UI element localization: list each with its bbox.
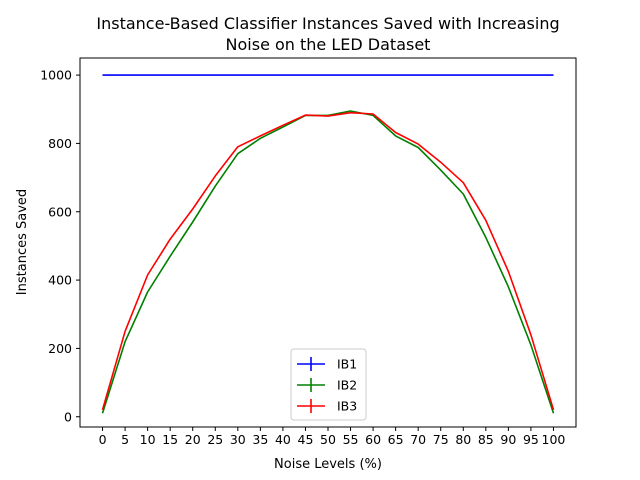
legend-box [290, 348, 367, 421]
chart-title-line2: Noise on the LED Dataset [226, 35, 431, 54]
x-tick-label: 45 [298, 432, 314, 447]
x-tick-label: 95 [523, 432, 539, 447]
x-tick-label: 50 [320, 432, 336, 447]
x-tick-label: 75 [433, 432, 449, 447]
x-tick-label: 5 [121, 432, 129, 447]
legend-label-ib1: IB1 [337, 357, 357, 372]
x-tick-label: 90 [500, 432, 516, 447]
x-tick-label: 15 [162, 432, 178, 447]
series-line-ib3 [101, 111, 555, 411]
y-axis-ticks: 0 200 400 600 800 1000 [40, 68, 80, 424]
series-layer [101, 74, 555, 414]
y-tick-label: 800 [48, 136, 72, 151]
x-tick-label: 30 [230, 432, 246, 447]
x-tick-label: 10 [140, 432, 156, 447]
plot-frame [79, 57, 577, 428]
y-tick-label: 400 [48, 273, 72, 288]
y-tick-label: 200 [48, 341, 72, 356]
legend-label-ib3: IB3 [337, 399, 357, 414]
y-tick-label: 0 [64, 409, 72, 424]
x-tick-label: 55 [343, 432, 359, 447]
x-tick-label: 40 [275, 432, 291, 447]
x-tick-label: 35 [252, 432, 268, 447]
x-tick-label: 25 [207, 432, 223, 447]
x-axis-ticks: 0 5 10 15 20 25 30 35 40 45 50 55 60 65 70 75 80 85 90 95 10… [99, 427, 566, 447]
x-tick-label: 20 [185, 432, 201, 447]
x-tick-label: 70 [410, 432, 426, 447]
x-tick-label: 65 [388, 432, 404, 447]
y-tick-label: 600 [48, 204, 72, 219]
x-tick-label: 85 [478, 432, 494, 447]
legend: IB1 IB2 IB3 [290, 348, 367, 421]
x-tick-label: 80 [455, 432, 471, 447]
legend-label-ib2: IB2 [337, 378, 357, 393]
x-tick-label: 0 [99, 432, 107, 447]
x-axis-label: Noise Levels (%) [274, 457, 382, 472]
x-tick-label: 100 [542, 432, 566, 447]
y-axis-label: Instances Saved [15, 189, 30, 295]
y-tick-label: 1000 [40, 68, 72, 83]
chart-title-line1: Instance-Based Classifier Instances Save… [96, 14, 559, 33]
x-tick-label: 60 [365, 432, 381, 447]
